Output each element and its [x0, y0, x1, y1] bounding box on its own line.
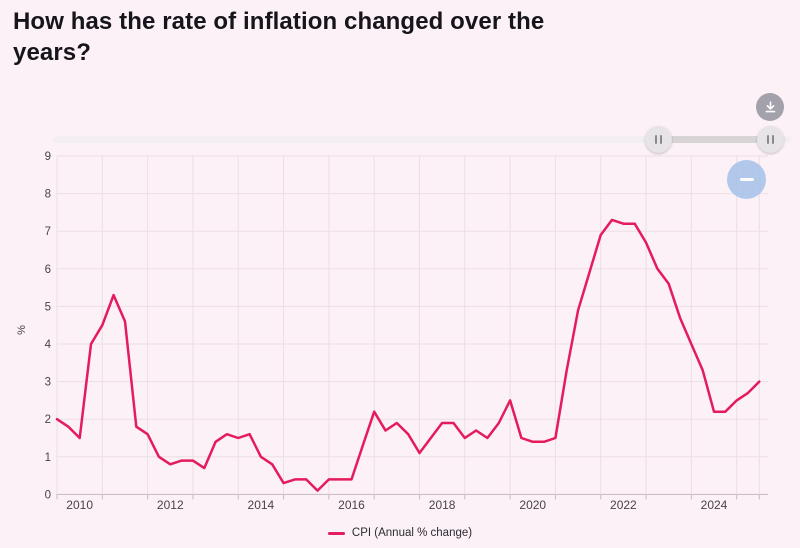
legend-label: CPI (Annual % change)	[351, 527, 473, 539]
y-axis-tick-label: 2	[45, 414, 51, 426]
download-button[interactable]	[756, 93, 784, 121]
x-axis-tick-label: 2024	[701, 498, 728, 512]
x-axis-tick-label: 2014	[248, 498, 275, 512]
x-axis-tick-label: 2010	[66, 498, 93, 512]
x-axis-tick-label: 2016	[338, 498, 365, 512]
x-axis-tick-label: 2012	[157, 498, 184, 512]
zoom-out-button[interactable]	[727, 160, 766, 199]
y-axis-tick-label: 8	[45, 189, 51, 201]
y-axis-tick-label: 4	[45, 339, 52, 351]
cpi-line	[55, 218, 761, 492]
legend-line-swatch	[327, 531, 345, 535]
y-axis-tick-label: 1	[45, 452, 51, 464]
x-axis-tick-label: 2018	[429, 498, 456, 512]
slider-track[interactable]	[53, 136, 791, 143]
slider-selected-range[interactable]	[658, 136, 771, 143]
y-axis-title: %	[16, 325, 28, 335]
handle-grip-icon	[767, 135, 770, 144]
handle-grip-icon	[660, 135, 663, 144]
y-axis-tick-label: 6	[45, 264, 51, 276]
minus-icon	[739, 178, 754, 181]
handle-grip-icon	[772, 135, 775, 144]
slider-handle-right[interactable]	[757, 126, 785, 153]
handle-grip-icon	[655, 135, 658, 144]
y-axis-tick-label: 7	[45, 226, 51, 238]
y-axis-tick-label: 9	[45, 151, 51, 163]
x-axis-tick-label: 2020	[519, 498, 546, 512]
y-axis-tick-label: 5	[45, 301, 51, 313]
page-title: How has the rate of inflation changed ov…	[13, 8, 545, 66]
y-axis-tick-label: 0	[45, 489, 51, 501]
download-icon	[765, 100, 775, 112]
slider-handle-left[interactable]	[645, 126, 673, 153]
x-axis-tick-label: 2022	[610, 498, 637, 512]
legend: CPI (Annual % change)	[0, 527, 800, 539]
y-axis-tick-label: 3	[45, 377, 51, 389]
